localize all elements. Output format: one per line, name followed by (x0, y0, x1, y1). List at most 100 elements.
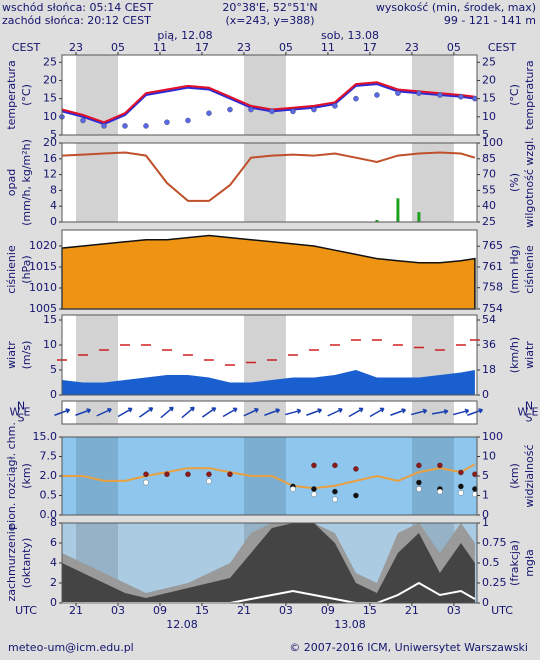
series-dot (332, 103, 338, 109)
wind-arrow (222, 407, 238, 418)
x-tick-label: 15 (363, 604, 377, 617)
y-tick-label: 0.5 (40, 489, 58, 502)
compass-e: E (532, 406, 539, 419)
sunset: zachód słońca: 20:12 CEST (2, 14, 151, 27)
panel-frame (61, 436, 478, 516)
series-dot (458, 483, 464, 490)
y-tick-label: 10 (43, 338, 57, 351)
y-tick-label: 16 (43, 152, 57, 165)
series-dot (332, 462, 338, 469)
x-tick-label: 17 (363, 41, 377, 54)
series-area (61, 234, 476, 310)
y2-tick-label: 0.5 (482, 556, 500, 569)
x-tick-label: 23 (237, 41, 251, 54)
series-dot (164, 119, 170, 126)
compass-s: S (526, 412, 533, 425)
series-dot (122, 123, 128, 129)
y-axis-label: (km) (20, 463, 33, 489)
wind-arrow (96, 407, 112, 417)
x-tick-label: 03 (447, 604, 461, 617)
y2-tick-label: 0.75 (482, 536, 507, 549)
wind-arrow (369, 407, 385, 418)
series-dot (437, 488, 443, 495)
y-tick-label: 0 (50, 215, 57, 228)
y2-tick-label: 754 (482, 302, 503, 315)
y2-tick-label: 54 (482, 313, 496, 326)
y-tick-label: 10 (43, 110, 57, 123)
y2-tick-label: 758 (482, 281, 503, 294)
y2-tick-label: 15 (482, 92, 496, 105)
series-dot (143, 123, 149, 129)
night-band (75, 143, 118, 222)
compass-s: S (18, 412, 25, 425)
y-tick-label: 7.5 (40, 450, 58, 463)
footer-email: meteo-um@icm.edu.pl (8, 641, 134, 654)
y-tick-label: 2.0 (40, 469, 58, 482)
y-axis-label: (mm/h, kg/m²h) (20, 139, 33, 226)
series-dot (472, 491, 478, 497)
y-tick-label: 5 (50, 363, 57, 376)
compass-n: N (17, 400, 25, 413)
series-dot (164, 471, 170, 477)
y-tick-label: 25 (43, 55, 57, 68)
wind-arrow (138, 407, 154, 418)
y2-tick-label: 100 (482, 136, 503, 149)
series-dot (248, 106, 254, 113)
night-band (411, 437, 454, 515)
y-axis-label: temperatura (5, 60, 18, 129)
panel-frame (61, 400, 478, 425)
series-dot (227, 471, 233, 477)
x-tick-label: 05 (279, 41, 293, 54)
date-label: 13.08 (334, 618, 366, 631)
y-tick-label: 15.0 (33, 430, 58, 443)
series-dot (353, 466, 359, 472)
series-dot (472, 471, 478, 477)
y-axis-label: (m/s) (20, 341, 33, 370)
y2-tick-label: 25 (482, 55, 496, 68)
wind-arrow (390, 408, 407, 416)
panel-frame (61, 229, 478, 310)
y-tick-label: 1005 (29, 302, 57, 315)
series-area (62, 370, 475, 395)
y2-tick-label: 36 (482, 338, 496, 351)
y2-tick-label: 5 (482, 128, 489, 141)
x-tick-label: 21 (69, 604, 83, 617)
series-dot (353, 492, 359, 499)
date-label: sob, 13.08 (321, 29, 379, 42)
y2-tick-label: 100 (482, 430, 503, 443)
x-tick-label: 03 (279, 604, 293, 617)
y2-tick-label: 20 (482, 73, 496, 86)
y2-axis-label: (km/h) (508, 337, 521, 373)
y2-tick-label: 10 (482, 110, 496, 123)
date-label: pią, 12.08 (157, 29, 212, 42)
y2-tick-label: 761 (482, 260, 503, 273)
wind-arrow (285, 408, 302, 416)
y-tick-label: 5 (50, 128, 57, 141)
y-tick-label: 2 (50, 576, 57, 589)
wind-arrow (75, 408, 92, 416)
y2-axis-label: (km) (508, 463, 521, 489)
x-tick-label: 03 (111, 604, 125, 617)
series-dot (458, 490, 464, 496)
night-band (243, 401, 286, 424)
y2-axis-label: wiatr (523, 341, 536, 369)
y-tick-label: 12 (43, 168, 57, 181)
y2-axis-label: temperatura (523, 60, 536, 129)
wind-arrow (243, 407, 259, 417)
y2-tick-label: 18 (482, 363, 496, 376)
y2-axis-label: mgła (523, 549, 536, 577)
x-axis-label: UTC (491, 604, 513, 617)
precip-bar (396, 198, 400, 222)
precip-bar (375, 220, 379, 222)
sunrise: wschód słońca: 05:14 CEST (2, 1, 153, 14)
wind-arrow (467, 408, 484, 416)
x-tick-label: 05 (447, 41, 461, 54)
series-dot (472, 95, 478, 102)
series-dot (311, 462, 317, 469)
y2-tick-label: 70 (482, 168, 496, 181)
series-dot (206, 471, 212, 477)
series-dot (143, 471, 149, 477)
series-dot (101, 123, 107, 129)
series-area (62, 523, 475, 603)
y-axis-label: zachmurzenie (5, 524, 18, 601)
